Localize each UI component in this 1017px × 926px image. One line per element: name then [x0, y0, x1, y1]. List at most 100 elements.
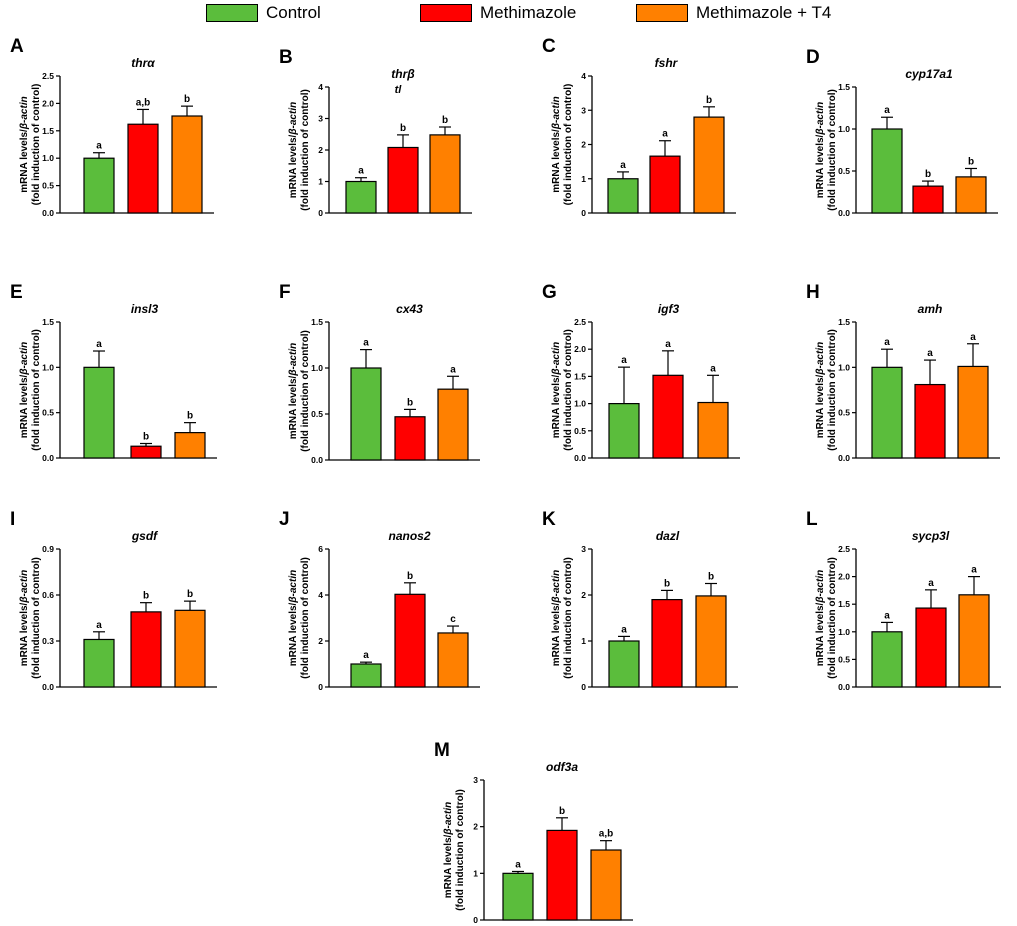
bar-methimazole-t4	[174, 609, 206, 688]
y-axis-title-line2: (fold induction of control)	[300, 89, 311, 211]
panel-label: D	[806, 47, 820, 68]
y-tick-label: 1	[318, 177, 323, 187]
significance-letter: a	[884, 610, 890, 621]
legend-label-methimazole-t4: Methimazole + T4	[696, 3, 832, 22]
y-axis-title-line1: mRNA levels/	[19, 602, 30, 666]
significance-letter: a	[665, 339, 671, 350]
y-axis-title: mRNA levels/β-actin(fold induction of co…	[815, 329, 838, 451]
significance-letter: a	[884, 105, 890, 116]
y-axis-title-line1: mRNA levels/	[551, 129, 562, 193]
y-tick-label: 2.5	[574, 317, 586, 327]
y-axis-title-line2: (fold induction of control)	[300, 557, 311, 679]
y-tick-label: 2	[318, 145, 323, 155]
y-axis-title-line1: mRNA levels/	[815, 374, 826, 438]
y-tick-label: 0.0	[311, 455, 323, 465]
y-axis-title: mRNA levels/β-actin(fold induction of co…	[443, 789, 466, 911]
y-axis-title: mRNA levels/β-actin(fold induction of co…	[551, 557, 574, 679]
bar-methimazole-t4	[429, 134, 461, 214]
y-axis-title-line2: (fold induction of control)	[563, 84, 574, 206]
significance-letter: b	[143, 431, 149, 442]
y-tick-label: 1	[581, 636, 586, 646]
y-axis-title: mRNA levels/β-actin(fold induction of co…	[815, 557, 838, 679]
y-tick-label: 1.5	[574, 371, 586, 381]
bar-methimazole	[387, 146, 419, 214]
y-tick-label: 3	[581, 105, 586, 115]
significance-letter: b	[559, 806, 565, 817]
y-tick-label: 0.0	[838, 682, 850, 692]
y-axis-title-line2: (fold induction of control)	[31, 329, 42, 451]
y-tick-label: 2	[473, 822, 478, 832]
y-axis-title-line1: mRNA levels/	[551, 602, 562, 666]
panel-label: K	[542, 509, 556, 530]
significance-letter: a	[363, 650, 369, 661]
significance-letter: a	[662, 129, 668, 140]
significance-letter: a	[358, 166, 364, 177]
bar-control	[345, 180, 377, 214]
y-axis-title-line2: (fold induction of control)	[827, 557, 838, 679]
y-tick-label: 0	[581, 208, 586, 218]
legend-swatch-methimazole-t4	[636, 4, 688, 22]
y-axis-title-beta: β-actin	[551, 96, 562, 130]
y-axis-title-line1: mRNA levels/	[288, 134, 299, 198]
chart-title: thrα	[131, 56, 155, 70]
y-axis-title-line1: mRNA levels/	[19, 374, 30, 438]
bar-methimazole	[130, 445, 162, 459]
y-axis-title-beta: β-actin	[815, 342, 826, 376]
y-axis-title-beta: β-actin	[19, 342, 30, 376]
y-tick-label: 0.5	[838, 166, 850, 176]
y-tick-label: 1.0	[838, 124, 850, 134]
bar-control	[83, 638, 115, 688]
y-tick-label: 3	[581, 544, 586, 554]
y-axis-title-line1: mRNA levels/	[288, 602, 299, 666]
chart-title: amh	[918, 302, 943, 316]
significance-letter: b	[708, 572, 714, 583]
y-axis-title-beta: β-actin	[815, 102, 826, 136]
y-tick-label: 1	[581, 174, 586, 184]
significance-letter: b	[143, 591, 149, 602]
panel-label: B	[279, 47, 293, 68]
panel-label: E	[10, 282, 23, 303]
significance-letter: b	[706, 95, 712, 106]
y-tick-label: 2.5	[42, 71, 54, 81]
bar-methimazole	[651, 598, 683, 688]
y-tick-label: 0.5	[42, 181, 54, 191]
y-axis-title-line1: mRNA levels/	[815, 134, 826, 198]
panel-label: L	[806, 509, 818, 530]
y-tick-label: 1.5	[311, 317, 323, 327]
panel-label: C	[542, 36, 556, 57]
y-tick-label: 1.0	[838, 627, 850, 637]
significance-letter: a	[710, 363, 716, 374]
significance-letter: a,b	[136, 97, 150, 108]
y-tick-label: 0	[581, 682, 586, 692]
chart-title: cx43	[396, 302, 423, 316]
y-tick-label: 0.0	[838, 208, 850, 218]
significance-letter: a	[928, 578, 934, 589]
significance-letter: a	[96, 339, 102, 350]
significance-letter: a	[96, 620, 102, 631]
y-axis-title-beta: β-actin	[19, 570, 30, 604]
y-tick-label: 1.0	[42, 362, 54, 372]
y-tick-label: 0.0	[42, 682, 54, 692]
y-axis-title-beta: β-actin	[815, 570, 826, 604]
chart-subtitle: tl	[395, 84, 403, 96]
y-axis-title-line2: (fold induction of control)	[31, 557, 42, 679]
y-tick-label: 0	[318, 208, 323, 218]
panel-label: A	[10, 36, 24, 57]
panel-label: F	[279, 282, 291, 303]
significance-letter: a	[927, 348, 933, 359]
significance-letter: a	[515, 859, 521, 870]
bar-methimazole	[127, 123, 159, 214]
y-tick-label: 2	[581, 590, 586, 600]
bar-methimazole-t4	[171, 115, 203, 214]
y-axis-title-line1: mRNA levels/	[815, 602, 826, 666]
panel-label: M	[434, 740, 450, 761]
y-axis-title: mRNA levels/β-actin(fold induction of co…	[19, 84, 42, 206]
y-tick-label: 1.0	[42, 153, 54, 163]
